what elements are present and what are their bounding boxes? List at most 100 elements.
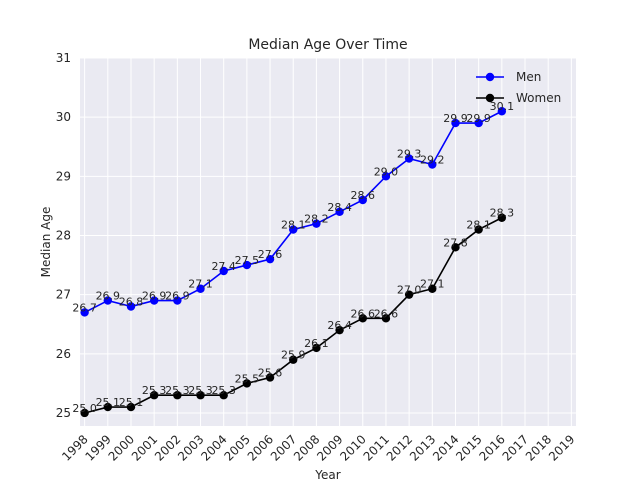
legend-label: Women xyxy=(516,91,561,105)
data-point-men[interactable] xyxy=(149,296,159,305)
y-tick-label: 28 xyxy=(56,228,71,242)
legend-item-men: Men xyxy=(476,70,541,84)
data-point-men[interactable] xyxy=(451,118,460,128)
x-tick-label: 2003 xyxy=(175,432,206,463)
data-label-men: 27.6 xyxy=(258,248,283,261)
y-tick-label: 26 xyxy=(56,347,71,361)
x-tick-label: 2019 xyxy=(546,432,577,463)
data-point-men[interactable] xyxy=(173,296,182,305)
data-point-women[interactable] xyxy=(80,408,89,418)
data-point-women[interactable] xyxy=(265,373,275,382)
x-tick-label: 2015 xyxy=(453,432,484,463)
x-tick-label: 2002 xyxy=(152,432,183,463)
data-label-men: 26.9 xyxy=(96,290,121,303)
x-axis-label: Year xyxy=(314,468,340,480)
data-label-men: 26.9 xyxy=(142,290,167,303)
data-label-men: 29.9 xyxy=(443,112,468,125)
data-label-men: 28.2 xyxy=(304,213,329,226)
x-tick-label: 2018 xyxy=(523,432,554,463)
data-label-women: 28.1 xyxy=(466,219,491,232)
data-point-women[interactable] xyxy=(474,225,483,234)
grid-lines xyxy=(80,57,576,426)
data-point-men[interactable] xyxy=(242,260,252,270)
data-point-men[interactable] xyxy=(381,172,391,181)
legend-item-women: Women xyxy=(476,91,561,105)
legend-swatch-marker xyxy=(485,93,495,103)
data-label-men: 26.9 xyxy=(165,290,190,303)
legend-label: Men xyxy=(516,70,541,84)
data-point-women[interactable] xyxy=(451,243,460,252)
x-tick-label: 2013 xyxy=(407,432,438,463)
x-tick-label: 2001 xyxy=(129,432,160,463)
data-label-men: 28.6 xyxy=(351,189,376,202)
data-point-women[interactable] xyxy=(358,314,367,323)
data-point-men[interactable] xyxy=(289,225,298,234)
x-tick-label: 2008 xyxy=(291,432,322,463)
data-label-women: 25.9 xyxy=(281,349,306,362)
data-label-men: 29.3 xyxy=(397,148,422,161)
data-point-women[interactable] xyxy=(497,213,507,222)
data-point-women[interactable] xyxy=(289,355,298,364)
data-point-women[interactable] xyxy=(149,391,159,400)
data-point-women[interactable] xyxy=(404,290,414,299)
data-label-women: 25.3 xyxy=(188,384,213,397)
data-label-men: 29.2 xyxy=(420,153,445,166)
data-label-women: 25.0 xyxy=(72,402,97,415)
data-point-men[interactable] xyxy=(312,219,321,228)
y-tick-label: 25 xyxy=(56,406,71,420)
data-point-women[interactable] xyxy=(196,391,205,400)
x-tick-label: 2017 xyxy=(500,432,531,463)
data-point-women[interactable] xyxy=(219,391,228,400)
x-tick-label: 1999 xyxy=(82,432,113,463)
x-tick-label: 2007 xyxy=(268,432,299,463)
data-point-men[interactable] xyxy=(103,296,113,305)
data-point-men[interactable] xyxy=(428,160,437,169)
data-label-women: 26.6 xyxy=(374,307,399,320)
data-point-men[interactable] xyxy=(196,284,205,293)
data-point-men[interactable] xyxy=(474,118,483,128)
legend: Men Women xyxy=(476,70,561,105)
data-label-women: 25.1 xyxy=(96,396,121,409)
data-point-women[interactable] xyxy=(126,402,136,412)
data-label-women: 27.8 xyxy=(443,236,468,249)
data-point-men[interactable] xyxy=(335,207,344,217)
data-point-women[interactable] xyxy=(335,325,344,335)
data-label-men: 27.1 xyxy=(188,278,213,291)
data-point-women[interactable] xyxy=(242,379,252,388)
data-point-men[interactable] xyxy=(219,266,228,276)
data-label-men: 29.0 xyxy=(374,165,399,178)
x-tick-label: 1998 xyxy=(59,432,90,463)
data-point-women[interactable] xyxy=(381,314,391,323)
data-point-men[interactable] xyxy=(358,195,367,205)
data-label-women: 25.6 xyxy=(258,366,283,379)
data-label-women: 27.0 xyxy=(397,284,422,297)
data-point-women[interactable] xyxy=(173,391,182,400)
series-layer: 26.726.926.826.926.927.127.427.527.628.1… xyxy=(72,100,515,418)
x-tick-label: 2016 xyxy=(476,432,507,463)
data-point-women[interactable] xyxy=(428,284,437,293)
data-label-women: 25.3 xyxy=(142,384,167,397)
series-men: 26.726.926.826.926.927.127.427.527.628.1… xyxy=(72,100,514,317)
data-label-women: 28.3 xyxy=(490,207,515,220)
x-tick-label: 2006 xyxy=(245,432,276,463)
data-point-women[interactable] xyxy=(312,343,321,353)
data-point-men[interactable] xyxy=(497,107,507,116)
plot-area xyxy=(80,58,576,426)
data-point-men[interactable] xyxy=(80,308,89,317)
data-point-women[interactable] xyxy=(103,402,113,412)
data-label-men: 27.5 xyxy=(235,254,260,267)
data-label-women: 25.3 xyxy=(211,384,236,397)
x-tick-label: 2004 xyxy=(198,432,229,463)
data-point-men[interactable] xyxy=(404,154,414,163)
data-point-men[interactable] xyxy=(265,254,275,264)
x-tick-label: 2010 xyxy=(337,432,368,463)
data-label-women: 25.5 xyxy=(235,372,260,385)
data-label-women: 26.1 xyxy=(304,337,329,350)
data-label-men: 28.1 xyxy=(281,219,306,232)
data-label-men: 26.7 xyxy=(72,301,97,314)
data-label-men: 28.4 xyxy=(327,201,352,214)
data-point-men[interactable] xyxy=(126,302,136,311)
y-tick-label: 27 xyxy=(56,288,71,302)
x-tick-label: 2012 xyxy=(384,432,415,463)
